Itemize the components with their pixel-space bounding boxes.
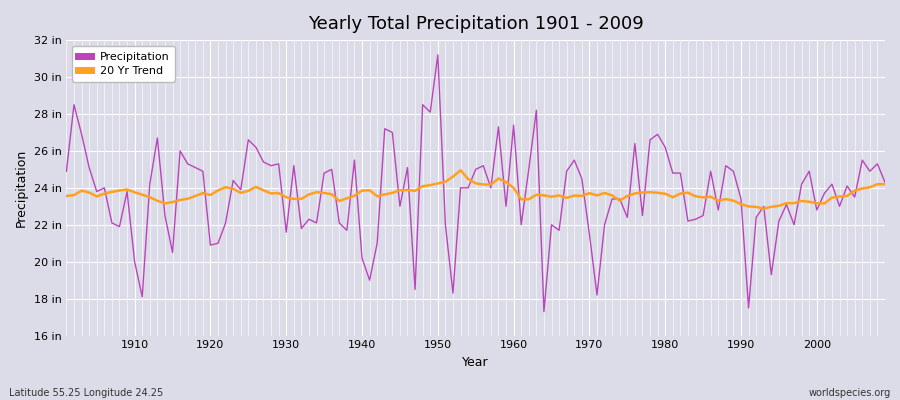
20 Yr Trend: [122, 187, 132, 192]
Line: 20 Yr Trend: 20 Yr Trend: [67, 170, 885, 208]
Title: Yearly Total Precipitation 1901 - 2009: Yearly Total Precipitation 1901 - 2009: [308, 15, 644, 33]
Precipitation: [508, 123, 519, 128]
20 Yr Trend: [759, 206, 769, 211]
Precipitation: [615, 196, 626, 201]
Precipitation: [516, 222, 526, 227]
Line: Precipitation: Precipitation: [67, 55, 885, 312]
20 Yr Trend: [455, 168, 466, 173]
20 Yr Trend: [607, 193, 617, 198]
Text: Latitude 55.25 Longitude 24.25: Latitude 55.25 Longitude 24.25: [9, 388, 163, 398]
Text: worldspecies.org: worldspecies.org: [809, 388, 891, 398]
Precipitation: [432, 52, 443, 57]
20 Yr Trend: [288, 196, 299, 201]
Legend: Precipitation, 20 Yr Trend: Precipitation, 20 Yr Trend: [72, 46, 176, 82]
20 Yr Trend: [516, 197, 526, 202]
Y-axis label: Precipitation: Precipitation: [15, 149, 28, 227]
20 Yr Trend: [334, 199, 345, 204]
20 Yr Trend: [879, 182, 890, 186]
Precipitation: [879, 180, 890, 185]
Precipitation: [61, 169, 72, 174]
20 Yr Trend: [61, 194, 72, 198]
Precipitation: [288, 163, 299, 168]
Precipitation: [538, 309, 549, 314]
20 Yr Trend: [508, 186, 519, 190]
X-axis label: Year: Year: [463, 356, 489, 369]
Precipitation: [334, 220, 345, 225]
Precipitation: [122, 189, 132, 194]
